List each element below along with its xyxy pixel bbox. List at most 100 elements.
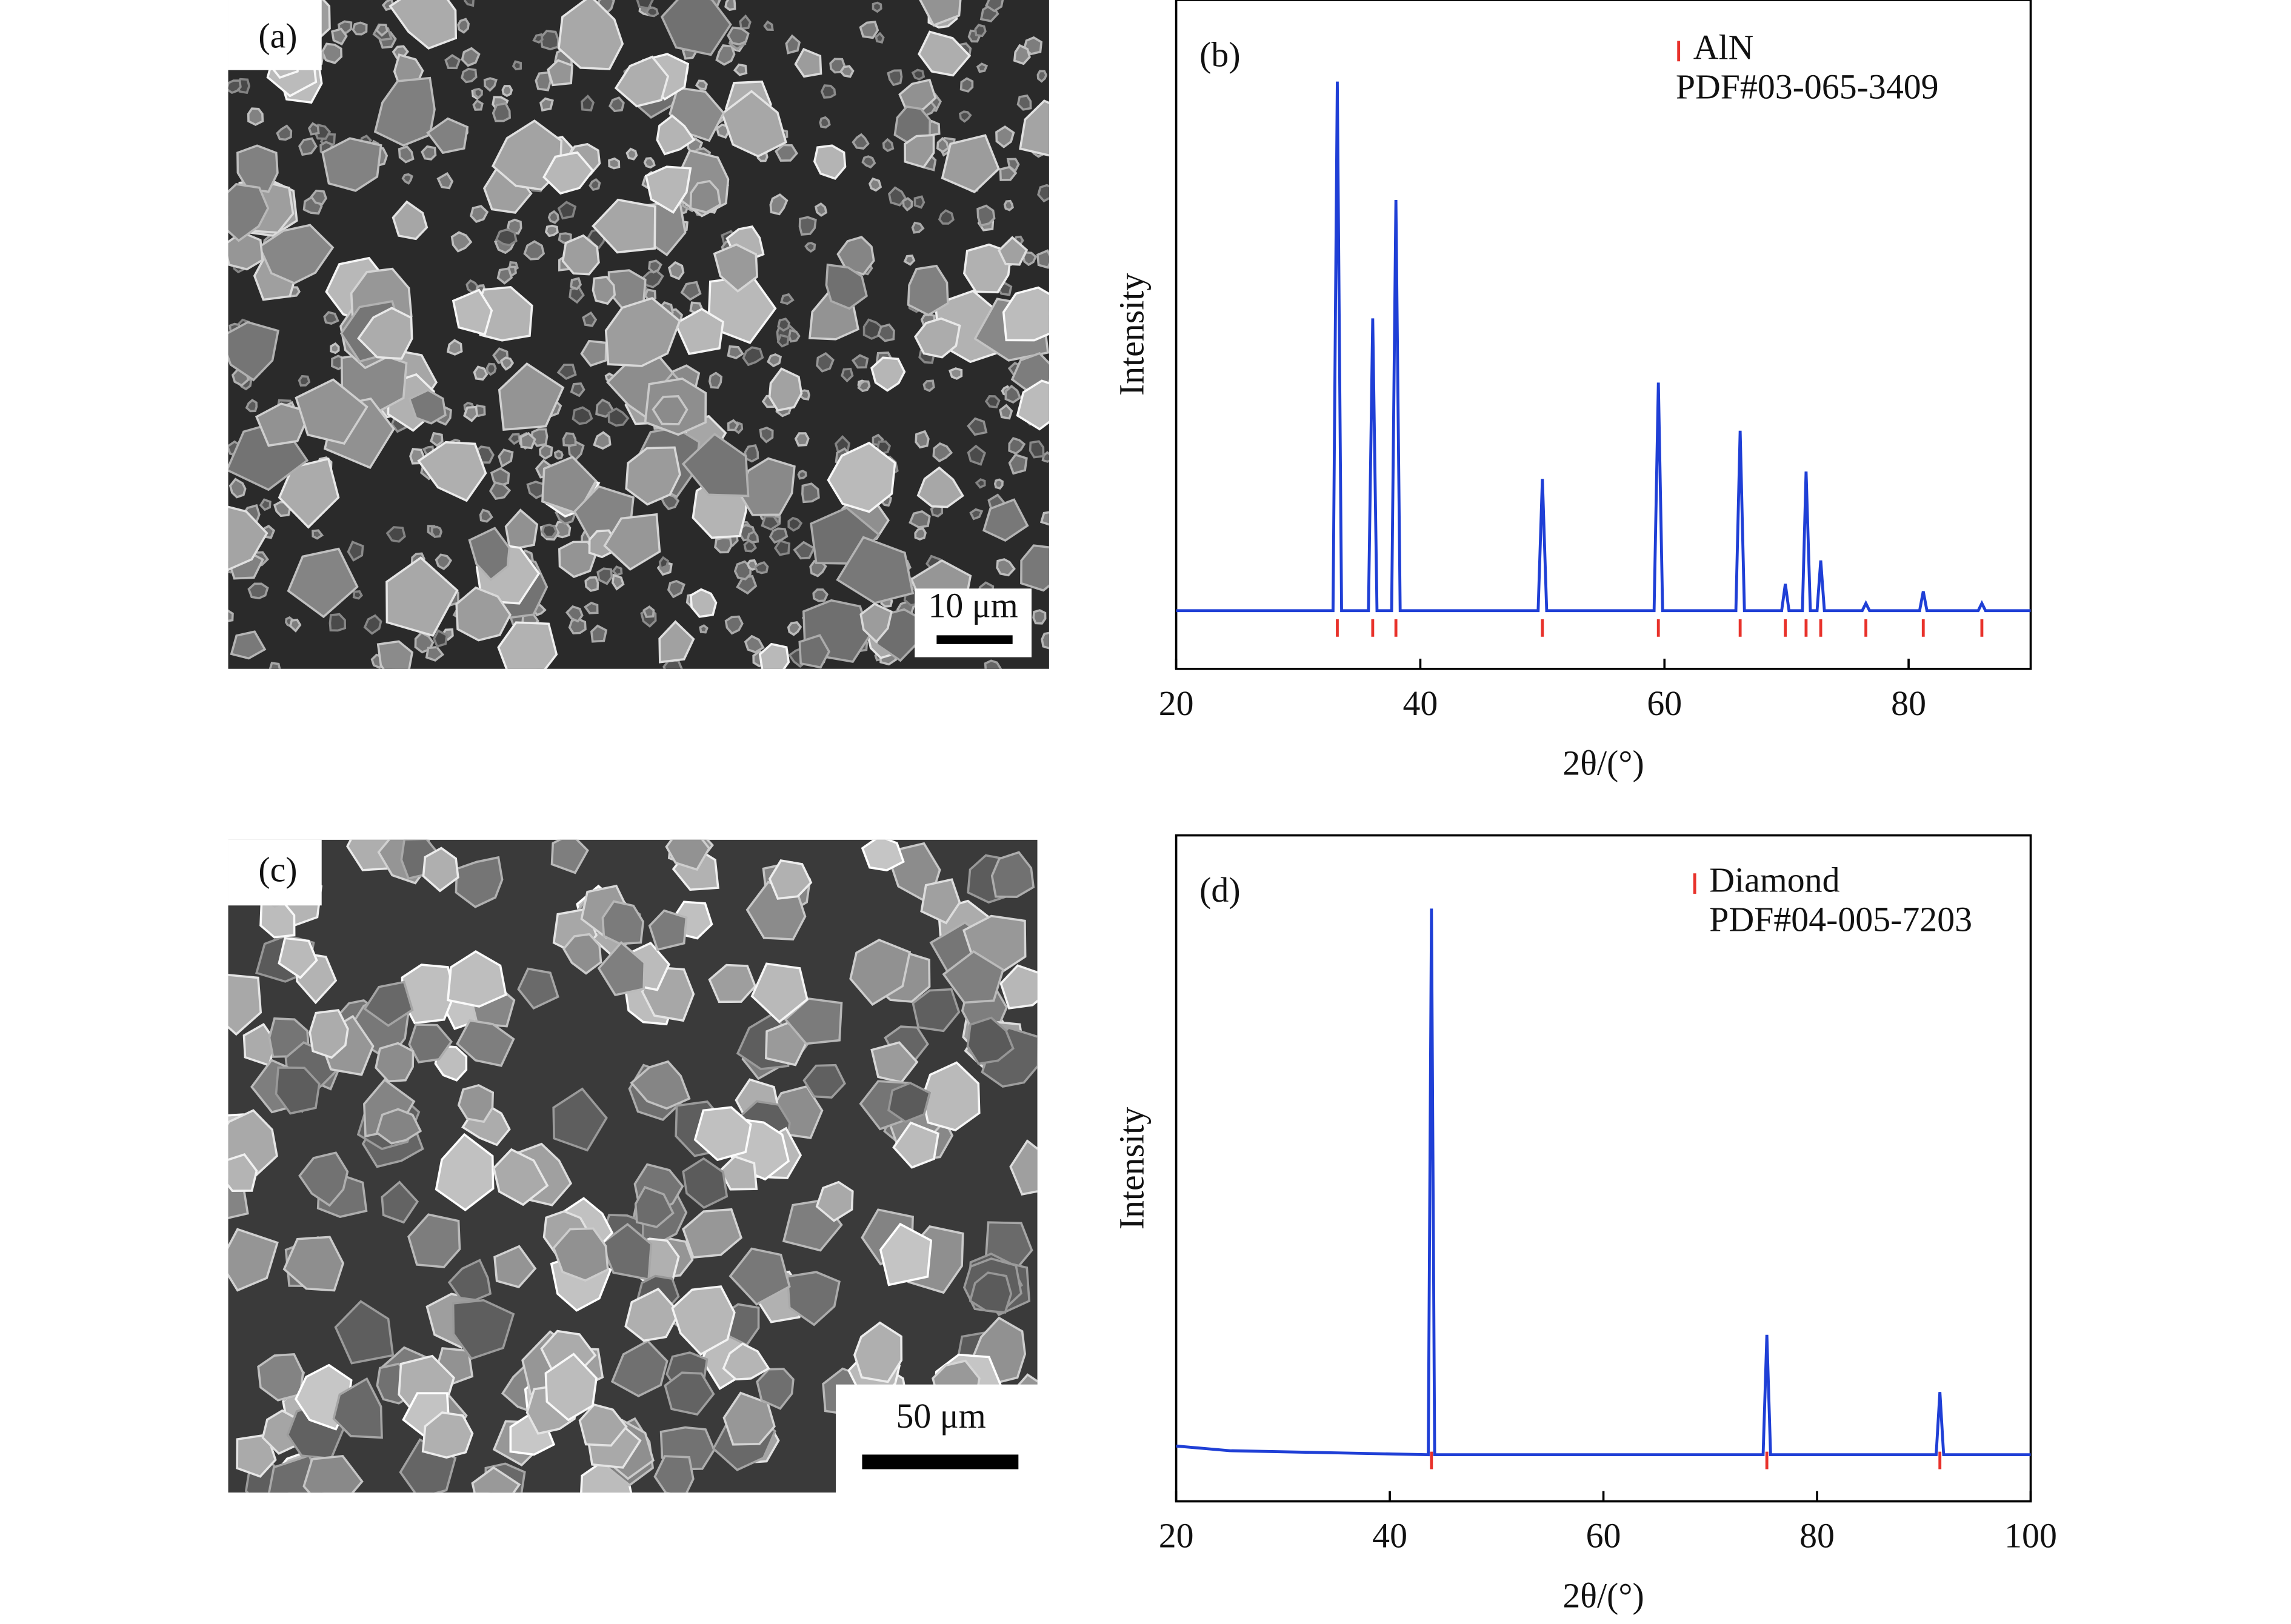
legend-label: AlN	[1693, 28, 1754, 67]
particle	[841, 367, 854, 383]
particle	[228, 1153, 258, 1192]
particle	[998, 236, 1029, 266]
particle	[455, 586, 512, 642]
particle	[1009, 1139, 1038, 1196]
particle	[634, 1185, 675, 1228]
scale-box	[915, 588, 1032, 657]
particle	[504, 508, 539, 551]
scale-bar-label: 50 μm	[896, 1396, 985, 1436]
particle	[470, 205, 489, 223]
particle	[887, 69, 903, 87]
particle	[959, 77, 974, 93]
particle	[761, 515, 781, 531]
particle	[976, 204, 996, 227]
particle	[556, 364, 577, 381]
particle	[228, 321, 279, 382]
particle	[421, 1411, 474, 1459]
particle	[727, 419, 739, 431]
particle	[999, 404, 1013, 420]
particle	[539, 30, 559, 51]
particle	[1006, 158, 1020, 173]
particle	[479, 508, 493, 523]
particle	[236, 144, 279, 193]
particle	[1003, 199, 1014, 211]
particle	[819, 116, 831, 129]
particle	[307, 122, 320, 136]
particle	[857, 380, 871, 393]
particle	[472, 99, 484, 111]
particle	[967, 417, 988, 436]
particle	[500, 356, 515, 371]
particle	[1020, 544, 1049, 592]
particle	[852, 133, 870, 150]
particle	[695, 79, 709, 90]
particle	[809, 560, 827, 577]
particle	[268, 662, 281, 669]
particle	[352, 21, 368, 36]
particle	[328, 613, 347, 632]
particle	[258, 224, 335, 285]
particle	[785, 34, 801, 55]
particle	[257, 1353, 304, 1402]
particle	[727, 345, 744, 359]
particle	[888, 186, 907, 207]
particle	[658, 620, 695, 664]
particle	[851, 354, 869, 369]
particle	[902, 197, 913, 212]
particle	[1036, 70, 1048, 83]
panel-label: (c)	[258, 850, 297, 890]
particle	[570, 277, 582, 291]
particle	[578, 1403, 628, 1447]
particle	[323, 311, 339, 325]
particle	[490, 467, 510, 487]
particle	[463, 0, 475, 7]
particle	[236, 1433, 277, 1478]
x-tick-label: 80	[1891, 684, 1926, 723]
particle	[976, 62, 989, 73]
particle	[870, 356, 906, 392]
particle	[592, 276, 616, 305]
particle	[984, 659, 1002, 669]
particle	[966, 1016, 1015, 1065]
particle	[839, 65, 855, 78]
particle	[722, 1342, 770, 1381]
particle	[230, 630, 267, 660]
particle	[492, 102, 511, 122]
particle	[724, 615, 744, 635]
particle	[766, 353, 782, 368]
particle	[907, 264, 949, 316]
particle	[784, 997, 843, 1045]
particle	[1013, 44, 1031, 65]
particle	[596, 567, 613, 585]
particle	[401, 173, 413, 185]
particle	[557, 0, 624, 70]
particle	[295, 378, 368, 445]
particle	[777, 318, 790, 332]
particle	[550, 839, 589, 874]
y-axis-label: Intensity	[1112, 273, 1151, 396]
particle	[836, 536, 915, 605]
particle	[601, 900, 645, 945]
particle	[580, 339, 607, 367]
particle	[630, 1060, 691, 1110]
particle	[903, 255, 916, 266]
scale-bar	[936, 635, 1013, 644]
particle	[667, 580, 685, 599]
particle	[645, 6, 659, 18]
particle	[1039, 511, 1049, 526]
particle	[743, 539, 758, 553]
particle	[759, 426, 774, 444]
particle	[375, 23, 389, 37]
particle	[446, 950, 507, 1008]
particle	[519, 431, 536, 450]
particle	[385, 556, 459, 637]
particle	[430, 431, 444, 447]
particle	[668, 261, 685, 281]
particle	[407, 1213, 461, 1268]
particle	[798, 634, 831, 669]
particle	[603, 513, 661, 571]
particle	[996, 558, 1016, 577]
particle	[376, 640, 414, 669]
particle	[321, 42, 343, 64]
particle	[600, 1223, 653, 1281]
